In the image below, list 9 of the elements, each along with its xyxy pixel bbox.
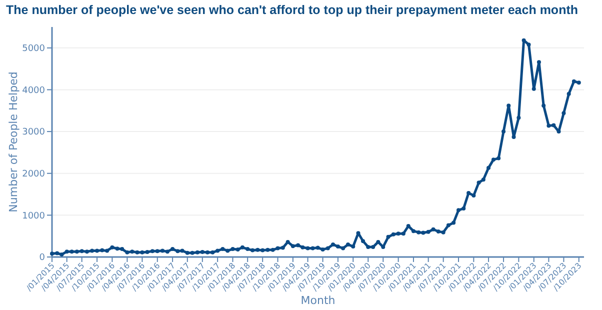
y-axis-title: Number of People Helped [7,72,20,212]
y-tick-label: 4000 [22,86,46,96]
chart-title: The number of people we've seen who can't afford to top up their prepayment meter each month [6,3,578,17]
y-tick-label: 3000 [22,128,46,138]
y-tick-label: 1000 [22,211,46,222]
y-tick-label: 0 [39,253,46,264]
y-tick-label: 5000 [22,44,46,54]
x-axis-title: Month [300,294,336,307]
y-tick-label: 2000 [22,170,46,180]
